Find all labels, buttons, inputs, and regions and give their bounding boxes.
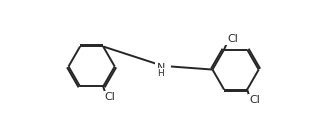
Text: N: N: [157, 63, 165, 73]
Text: Cl: Cl: [105, 92, 115, 102]
Text: Cl: Cl: [227, 34, 238, 44]
Text: H: H: [157, 69, 164, 78]
Text: Cl: Cl: [249, 95, 260, 105]
